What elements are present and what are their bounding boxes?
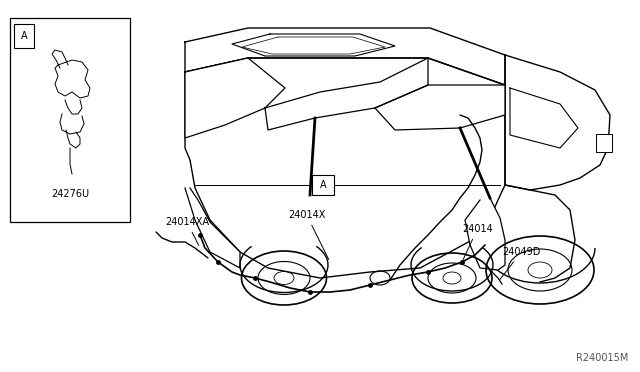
Text: A: A xyxy=(320,180,326,190)
Polygon shape xyxy=(185,58,285,138)
Polygon shape xyxy=(185,188,240,268)
Text: 24014: 24014 xyxy=(462,224,493,260)
Polygon shape xyxy=(465,198,505,270)
Bar xyxy=(10,18,130,222)
Text: 24049D: 24049D xyxy=(500,247,540,280)
Bar xyxy=(14,24,34,48)
Polygon shape xyxy=(505,55,610,190)
Polygon shape xyxy=(510,88,578,148)
Text: 24014X: 24014X xyxy=(288,210,329,260)
Polygon shape xyxy=(185,58,505,278)
Polygon shape xyxy=(375,85,505,130)
Bar xyxy=(312,175,334,195)
Text: 24014XA: 24014XA xyxy=(165,217,209,246)
Polygon shape xyxy=(185,28,505,85)
Text: A: A xyxy=(20,31,28,41)
Text: R240015M: R240015M xyxy=(575,353,628,363)
Bar xyxy=(596,134,612,152)
Polygon shape xyxy=(265,58,428,130)
Polygon shape xyxy=(232,34,395,56)
Text: 24276U: 24276U xyxy=(51,189,89,199)
